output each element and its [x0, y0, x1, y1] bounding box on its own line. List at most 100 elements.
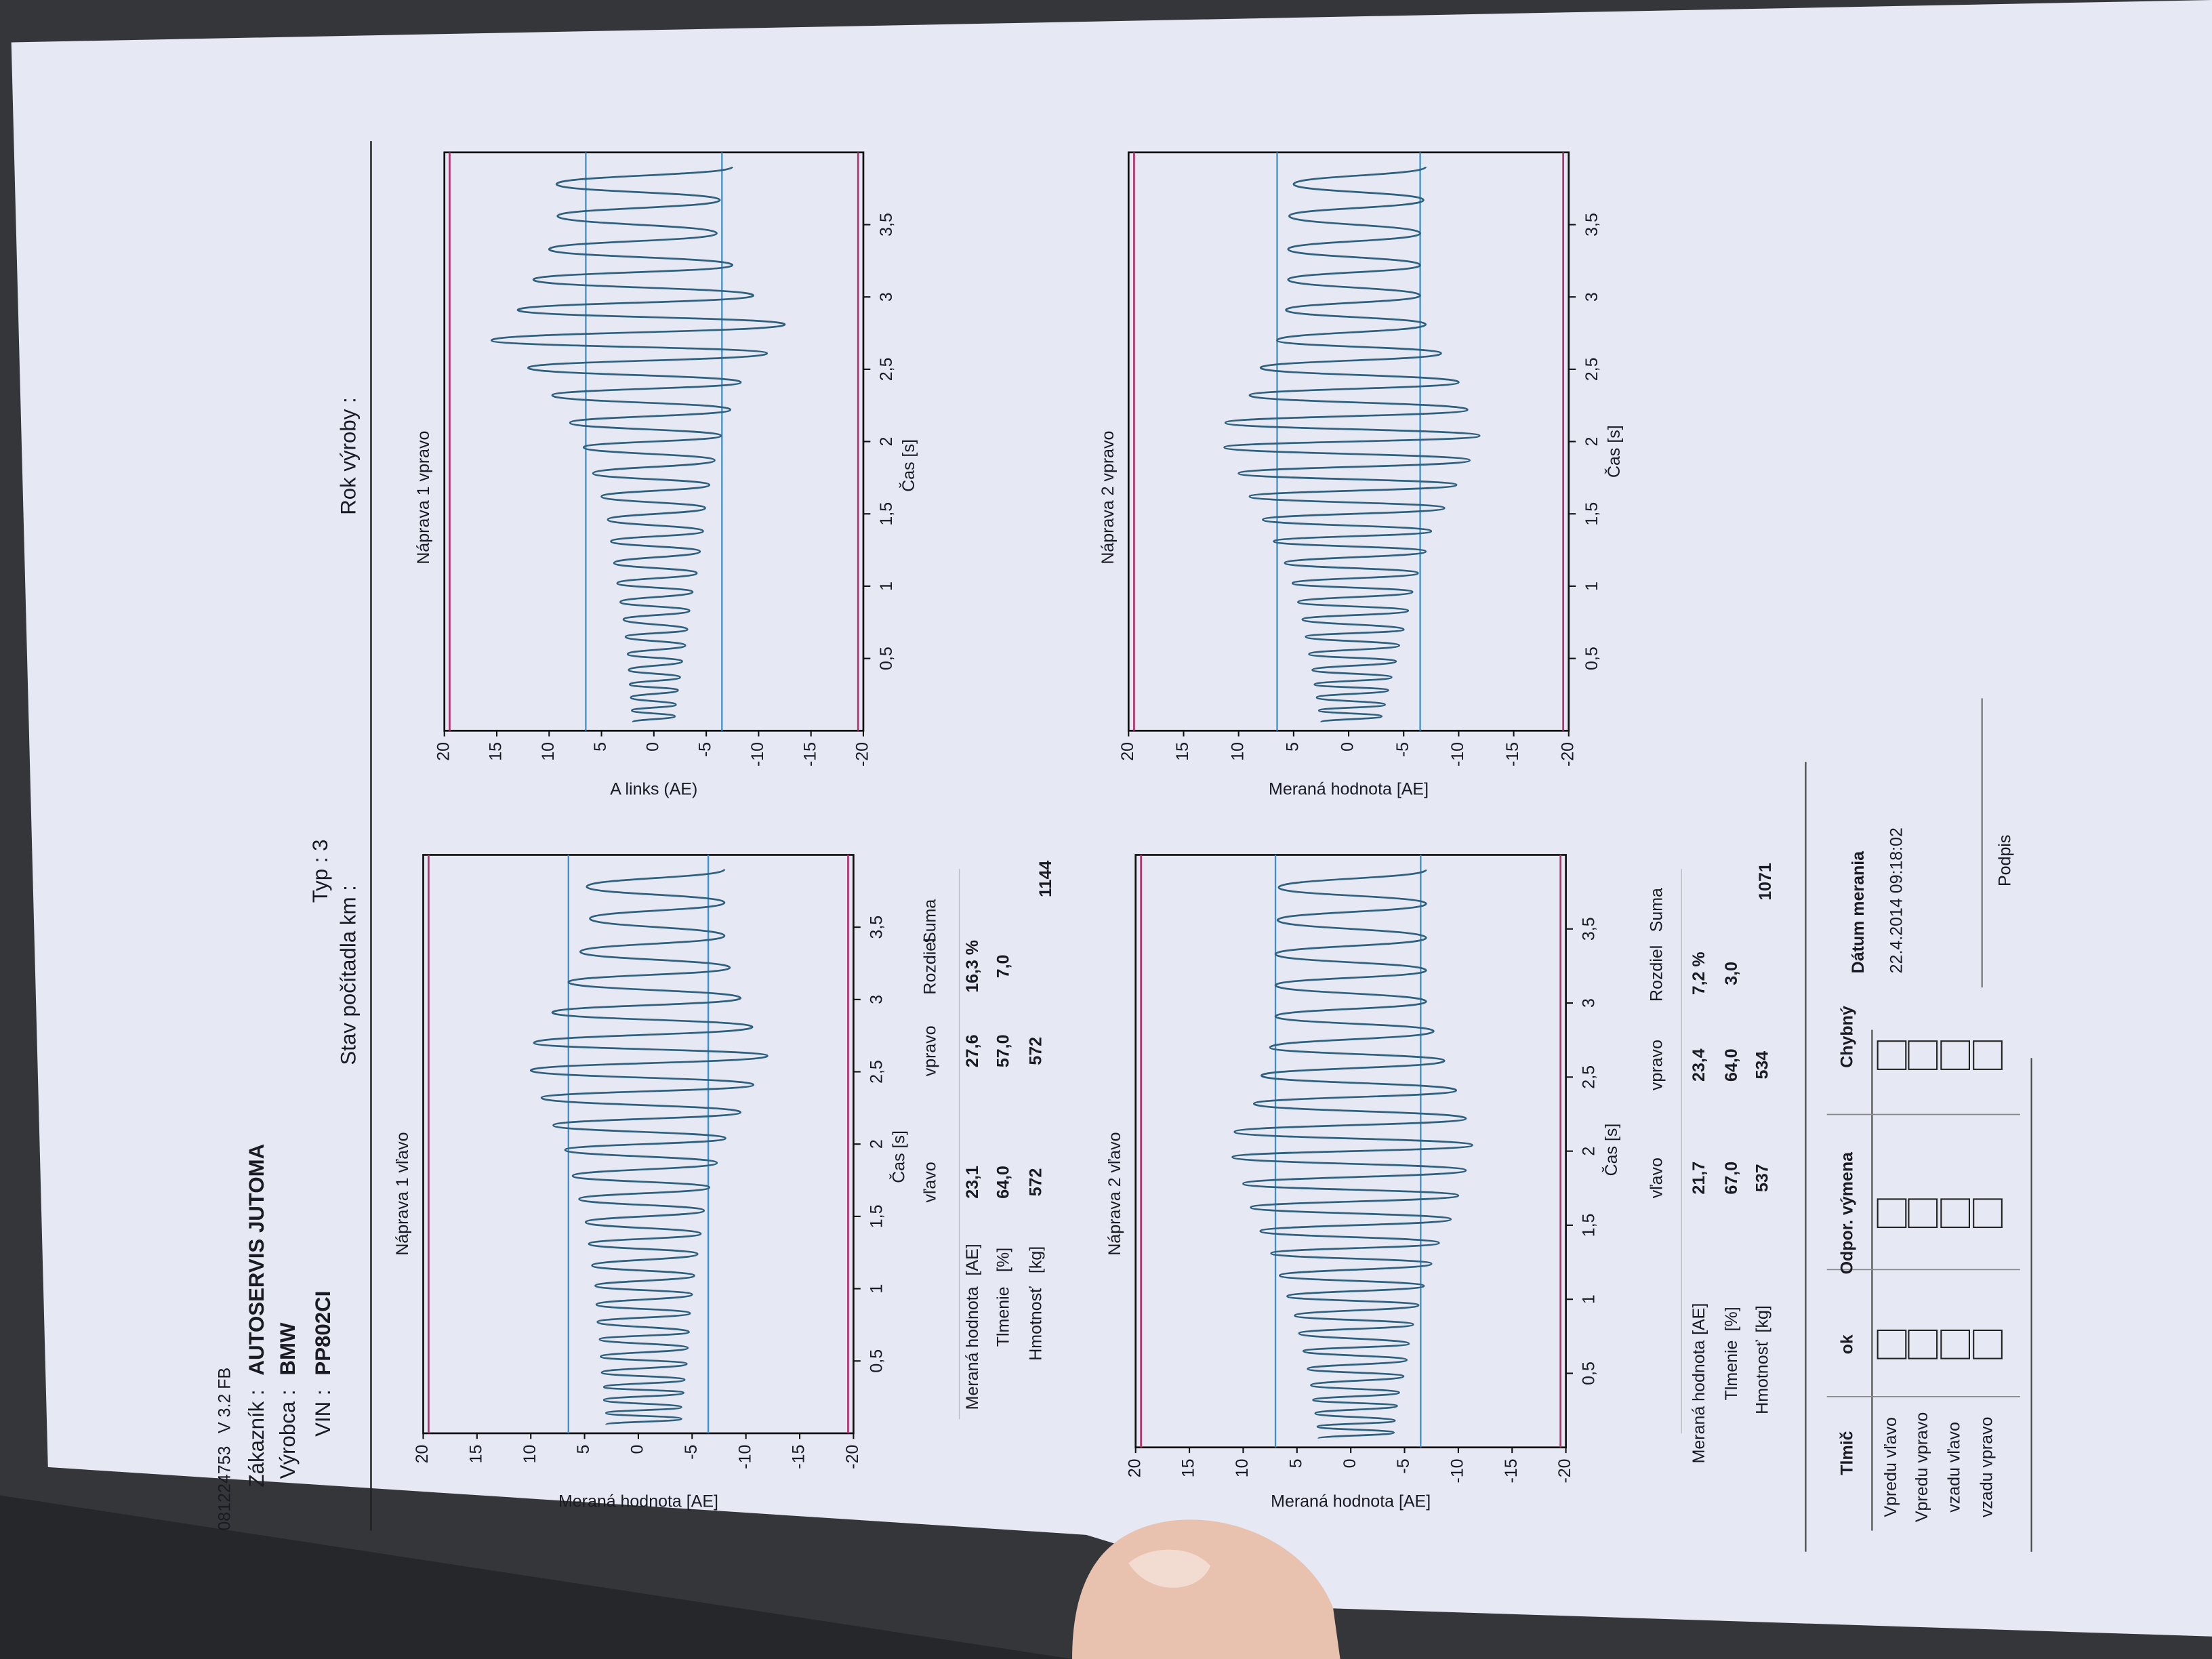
report-id: 081224753 — [216, 1446, 234, 1531]
y-tick-label: -15 — [1502, 1458, 1521, 1483]
y-tick-label: -20 — [1555, 1458, 1574, 1483]
x-tick-label: 0,5 — [867, 1349, 886, 1373]
table-sum: 1144 — [1036, 861, 1055, 897]
row-unit: [%] — [1722, 1307, 1741, 1331]
signal-line — [1231, 869, 1473, 1439]
x-tick-label: 1 — [1580, 1294, 1599, 1304]
odometer-label: Stav počítadla km : — [336, 885, 360, 1065]
table-cell: 537 — [1753, 1164, 1772, 1192]
table-cell: 21,7 — [1689, 1162, 1708, 1195]
row-label: Hmotnosť — [1027, 1286, 1046, 1361]
table-cell: 572 — [1027, 1168, 1046, 1197]
row-unit: [AE] — [963, 1244, 982, 1275]
table-header: vľavo — [920, 1162, 939, 1202]
y-tick-label: 15 — [487, 742, 506, 761]
field-value: PP802CI — [311, 1291, 335, 1376]
signal-line — [490, 165, 786, 723]
row-label: Meraná hodnota — [963, 1286, 982, 1410]
y-tick-label: 20 — [413, 1445, 432, 1464]
y-axis-label: Meraná hodnota [AE] — [1271, 1492, 1431, 1511]
paper — [11, 0, 2212, 1637]
y-tick-label: 10 — [539, 742, 558, 761]
table-cell: 534 — [1753, 1051, 1772, 1080]
y-tick-label: -10 — [748, 742, 767, 766]
footer-row-label: Vpredu vpravo — [1912, 1412, 1931, 1522]
footer-header: Chybný — [1838, 1006, 1857, 1068]
vehicle-type: Typ : 3 — [308, 840, 332, 903]
y-tick-label: 15 — [1179, 1458, 1198, 1477]
y-tick-label: -15 — [790, 1445, 808, 1469]
footer-row-label: Vpredu vľavo — [1881, 1417, 1900, 1517]
checkbox — [1908, 1040, 1938, 1070]
table-header: Suma — [920, 899, 939, 943]
y-tick-label: 5 — [1283, 742, 1302, 752]
table-cell: 16,3 % — [963, 940, 982, 993]
x-tick-label: 2 — [1580, 1147, 1599, 1156]
y-tick-label: -15 — [800, 742, 819, 766]
y-tick-label: 20 — [1118, 742, 1137, 761]
y-tick-label: 0 — [628, 1445, 647, 1454]
y-tick-label: -10 — [1448, 742, 1467, 766]
table-cell: 27,6 — [963, 1035, 982, 1068]
table-header: Suma — [1647, 888, 1666, 932]
y-tick-label: -15 — [1503, 742, 1522, 766]
row-unit: [kg] — [1753, 1305, 1772, 1332]
checkbox — [1877, 1040, 1907, 1070]
signal-line — [529, 868, 769, 1426]
y-tick-label: -20 — [843, 1445, 862, 1469]
x-tick-label: 1 — [877, 581, 896, 591]
y-tick-label: 0 — [643, 742, 662, 752]
y-axis-label: Meraná hodnota [AE] — [558, 1492, 718, 1511]
x-axis-label: Čas [s] — [1601, 1124, 1621, 1176]
table-cell: 57,0 — [994, 1035, 1013, 1068]
y-axis-label: Meraná hodnota [AE] — [1269, 779, 1429, 798]
chart-title: Náprava 1 vľavo — [393, 1132, 412, 1255]
y-tick-label: -5 — [1393, 742, 1412, 757]
field-label: VIN : — [311, 1389, 335, 1436]
row-label: Tlmenie — [994, 1286, 1013, 1347]
x-tick-label: 3,5 — [867, 916, 886, 939]
x-tick-label: 2 — [867, 1139, 886, 1149]
y-tick-label: -5 — [1394, 1458, 1413, 1473]
field-value: AUTOSERVIS JUTOMA — [245, 1144, 268, 1376]
thumb — [1072, 1519, 1340, 1659]
footer-header: ok — [1838, 1334, 1857, 1354]
y-tick-label: -5 — [696, 742, 715, 757]
x-axis-label: Čas [s] — [899, 439, 918, 492]
y-tick-label: 5 — [591, 742, 610, 752]
x-tick-label: 3,5 — [1582, 213, 1601, 237]
checkbox — [1877, 1198, 1907, 1229]
date-value: 22.4.2014 09:18:02 — [1887, 827, 1906, 973]
row-unit: [kg] — [1027, 1246, 1046, 1273]
x-tick-label: 3 — [877, 292, 896, 302]
checkbox — [1940, 1198, 1970, 1229]
y-tick-label: 20 — [434, 742, 453, 761]
table-cell: 7,0 — [994, 955, 1013, 979]
chart-title: Náprava 2 vľavo — [1105, 1132, 1124, 1255]
row-label: Tlmenie — [1722, 1340, 1741, 1401]
x-tick-label: 2,5 — [877, 358, 896, 382]
thumbnail — [1128, 1549, 1211, 1588]
table-sum: 1071 — [1756, 863, 1775, 901]
checkbox — [1973, 1040, 2003, 1070]
table-cell: 7,2 % — [1689, 951, 1708, 995]
x-tick-label: 1,5 — [877, 502, 896, 526]
y-tick-label: 15 — [1173, 742, 1192, 761]
footer-header: Tlmič — [1838, 1431, 1857, 1475]
field-label: Výrobca : — [276, 1389, 300, 1479]
chart-title: Náprava 1 vpravo — [414, 431, 433, 565]
y-tick-label: 0 — [1338, 742, 1357, 752]
x-tick-label: 1,5 — [1580, 1214, 1599, 1237]
row-unit: [%] — [994, 1248, 1013, 1272]
x-tick-label: 1,5 — [1582, 502, 1601, 526]
y-tick-label: 0 — [1340, 1458, 1359, 1468]
table-cell: 23,1 — [963, 1166, 982, 1199]
footer-row-label: vzadu vľavo — [1945, 1422, 1964, 1513]
checkbox — [1908, 1329, 1938, 1359]
signature-label: Podpis — [1996, 835, 2015, 886]
table-header: vpravo — [1647, 1040, 1666, 1090]
table-cell: 64,0 — [1722, 1048, 1741, 1082]
y-tick-label: 10 — [520, 1445, 539, 1464]
row-unit: [AE] — [1689, 1303, 1708, 1335]
y-tick-label: 10 — [1228, 742, 1247, 761]
